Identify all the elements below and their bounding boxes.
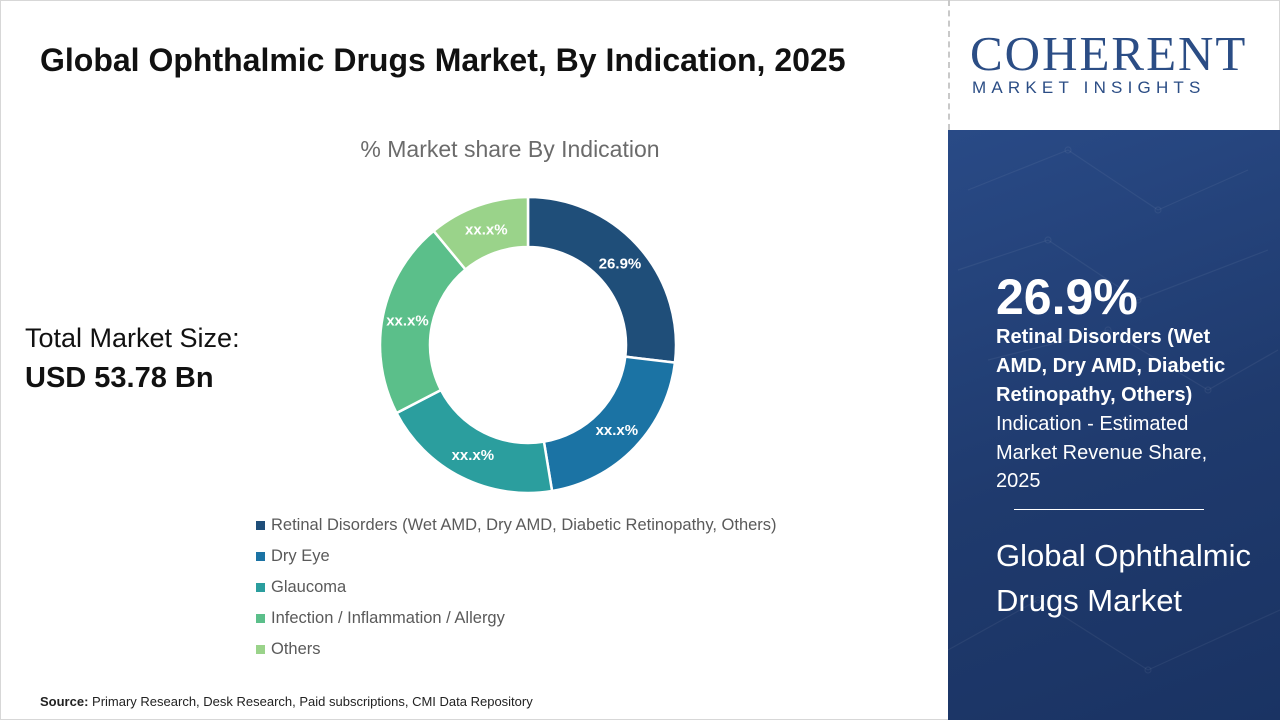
legend-item-retinal-disorders: Retinal Disorders (Wet AMD, Dry AMD, Dia… (256, 510, 777, 541)
highlight-panel: 26.9% Retinal Disorders (Wet AMD, Dry AM… (948, 130, 1280, 720)
highlight-segment: Retinal Disorders (Wet AMD, Dry AMD, Dia… (996, 326, 1226, 406)
donut-chart: 26.9% xx.x% xx.x% xx.x% xx.x% (378, 195, 678, 495)
data-label-dry-eye: xx.x% (596, 422, 639, 439)
donut-slice-retinal-disorders (526, 195, 678, 365)
brand-subtitle: MARKET INSIGHTS (972, 78, 1206, 97)
donut-slice-others (431, 195, 530, 272)
legend-swatch (256, 521, 265, 530)
data-label-others: xx.x% (465, 221, 508, 238)
highlight-market-name: Global Ophthalmic Drugs Market (996, 538, 1252, 618)
legend-label: Glaucoma (271, 578, 347, 596)
legend-label: Infection / Inflammation / Allergy (271, 609, 505, 627)
chart-legend: Retinal Disorders (Wet AMD, Dry AMD, Dia… (256, 510, 777, 665)
highlight-divider (1014, 509, 1204, 510)
source-note: Source: Primary Research, Desk Research,… (40, 694, 533, 709)
background-pattern (948, 146, 1280, 674)
legend-swatch (256, 583, 265, 592)
legend-item-others: Others (256, 634, 777, 665)
highlight-description: Indication - Estimated Market Revenue Sh… (996, 413, 1208, 492)
data-label-glaucoma: xx.x% (452, 447, 495, 464)
donut-slice-glaucoma (394, 388, 554, 495)
brand-logo: COHERENT MARKET INSIGHTS (970, 28, 1262, 100)
panel-divider (948, 0, 950, 130)
page-title: Global Ophthalmic Drugs Market, By Indic… (40, 42, 846, 78)
brand-wordmark: COHERENT (970, 26, 1248, 81)
legend-item-infection-inflammation-allergy: Infection / Inflammation / Allergy (256, 603, 777, 634)
highlight-value: 26.9% (996, 269, 1138, 325)
chart-title: % Market share By Indication (360, 136, 660, 162)
total-market-size-value: USD 53.78 Bn (25, 362, 214, 394)
legend-item-dry-eye: Dry Eye (256, 541, 777, 572)
source-text: Primary Research, Desk Research, Paid su… (88, 694, 533, 709)
legend-swatch (256, 614, 265, 623)
legend-label: Dry Eye (271, 547, 330, 565)
legend-swatch (256, 552, 265, 561)
total-market-size-label: Total Market Size: (25, 323, 240, 353)
source-label: Source: (40, 694, 89, 709)
legend-item-glaucoma: Glaucoma (256, 572, 777, 603)
data-label-retinal-disorders: 26.9% (599, 255, 642, 272)
legend-label: Others (271, 640, 321, 658)
legend-label: Retinal Disorders (Wet AMD, Dry AMD, Dia… (271, 516, 777, 534)
legend-swatch (256, 645, 265, 654)
chart-panel: Global Ophthalmic Drugs Market, By Indic… (25, 42, 846, 709)
data-label-infection-inflammation-allergy: xx.x% (386, 312, 429, 329)
